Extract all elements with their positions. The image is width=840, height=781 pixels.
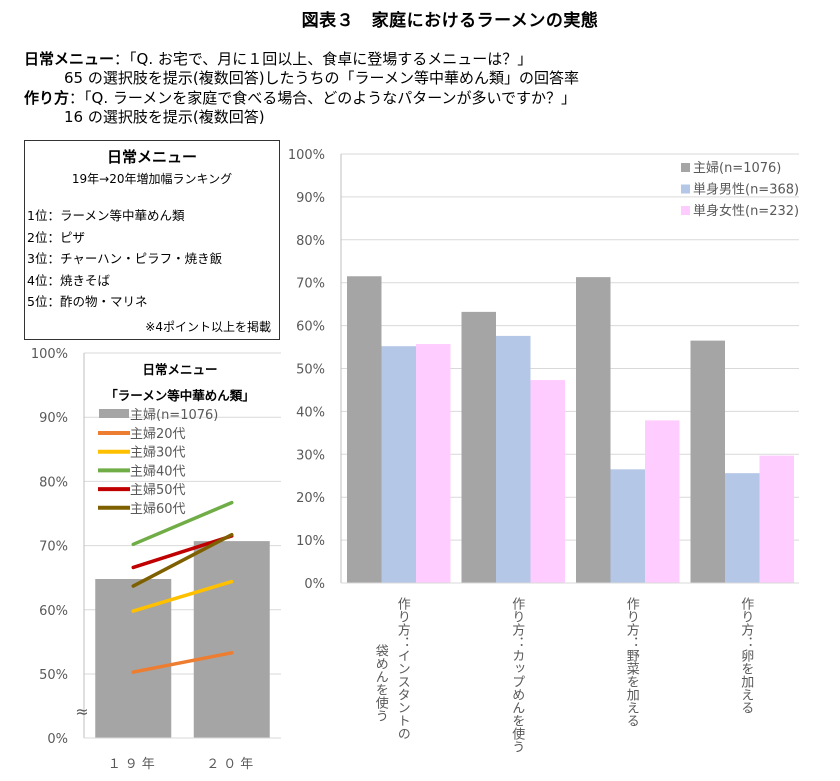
legend-label: 単身男性(n=368) <box>693 182 799 198</box>
x-tick-label: ２０年 <box>206 757 257 772</box>
description-question-method: ：「Q. ラーメンを家庭で食べる場合、どのようなパターンが多いですか？」 <box>69 89 577 107</box>
legend-label: 主婦20代 <box>130 426 186 442</box>
ranking-box: 日常メニュー 19年→20年増加幅ランキング 1位：ラーメン等中華めん類 2位：… <box>24 140 280 340</box>
legend-swatch <box>681 206 690 215</box>
bar-single-female <box>759 455 794 583</box>
x-category-label: 作り方：インスタントの <box>395 597 411 740</box>
ranking-item: 1位：ラーメン等中華めん類 <box>27 208 185 223</box>
ranking-item: 5位：酢の物・マリネ <box>27 294 148 309</box>
y-tick-label: 80% <box>39 475 68 490</box>
series-line <box>131 500 234 547</box>
y-tick-label: 60% <box>39 604 68 619</box>
y-tick-label: 90% <box>39 411 68 426</box>
legend-swatch <box>681 184 690 194</box>
y-tick-label: 80% <box>296 234 325 249</box>
description-line-1: 日常メニュー：「Q. お宅で、月に１回以上、食卓に登場するメニューは？」 <box>24 49 532 69</box>
x-category-label: 作り方：卵を加える <box>738 597 754 714</box>
ranking-title: 日常メニュー <box>106 148 197 166</box>
ranking-item: 2位：ピザ <box>27 229 85 245</box>
legend-label: 主婦40代 <box>130 463 186 479</box>
bar-single-male <box>381 346 416 583</box>
description-question-daily-menu: ：「Q. お宅で、月に１回以上、食卓に登場するメニューは？」 <box>114 50 533 68</box>
ranking-subtitle: 19年→20年増加幅ランキング <box>71 172 233 186</box>
x-category-label: 作り方：野菜を加える <box>624 597 640 727</box>
legend-label: 単身女性(n=232) <box>693 203 799 219</box>
y-tick-label: 90% <box>296 191 325 206</box>
y-tick-label: 0% <box>304 577 325 592</box>
series-line <box>131 651 234 674</box>
description-label-method: 作り方 <box>24 89 70 107</box>
legend-label: 主婦(n=1076) <box>130 407 218 423</box>
description-line-2: 65 の選択肢を提示(複数回答)したうちの「ラーメン等中華めん類」の回答率 <box>64 69 579 87</box>
y-tick-label: 70% <box>296 277 325 292</box>
description-label-daily-menu: 日常メニュー <box>24 50 115 68</box>
bar-single-male <box>610 469 645 583</box>
bar-single-male <box>496 335 531 583</box>
legend-label: 主婦50代 <box>130 482 186 498</box>
legend-swatch <box>681 163 690 172</box>
ranking-note: ※4ポイント以上を掲載 <box>145 320 271 334</box>
legend-label: 主婦(n=1076) <box>693 160 781 176</box>
ranking-list: 1位：ラーメン等中華めん類 2位：ピザ 3位：チャーハン・ピラフ・焼き飯 4位：… <box>25 205 279 313</box>
series-line <box>131 579 234 613</box>
x-tick-label: １９年 <box>108 757 159 772</box>
left-chart-title-line2: 「ラーメン等中華めん類」 <box>105 388 255 403</box>
y-tick-label: 30% <box>296 448 325 463</box>
y-tick-label: 40% <box>296 405 325 420</box>
x-category-label: 袋めんを使う <box>373 644 389 722</box>
series-line <box>131 532 234 588</box>
bar-single-male <box>725 473 760 583</box>
y-tick-label: 50% <box>296 363 325 378</box>
left-chart-title-line1: 日常メニュー <box>142 362 217 377</box>
description-line-3: 作り方：「Q. ラーメンを家庭で食べる場合、どのようなパターンが多いですか？」 <box>24 88 576 108</box>
y-tick-label: 0% <box>47 732 68 747</box>
bar-housewife <box>347 276 382 583</box>
axis-break-symbol: ≈ <box>75 702 88 721</box>
y-tick-label: 50% <box>39 668 68 683</box>
y-tick-label: 10% <box>296 534 325 549</box>
ranking-item: 3位：チャーハン・ピラフ・焼き飯 <box>27 251 223 266</box>
x-category-label: 作り方：カップめんを使う <box>509 597 525 753</box>
bar-housewife <box>193 541 270 738</box>
figure-title: 図表３ 家庭におけるラーメンの実態 <box>301 11 599 31</box>
y-tick-label: 20% <box>296 491 325 506</box>
legend-swatch-housewife <box>99 409 129 418</box>
ranking-item: 4位：焼きそば <box>27 272 110 288</box>
y-tick-label: 100% <box>31 347 68 362</box>
series-line <box>131 534 234 570</box>
y-tick-label: 70% <box>39 540 68 555</box>
legend-label: 主婦30代 <box>130 445 186 461</box>
y-tick-label: 100% <box>288 148 325 163</box>
legend-label: 主婦60代 <box>130 501 186 517</box>
bar-housewife <box>95 578 172 738</box>
bar-housewife <box>461 311 496 583</box>
bar-single-female <box>645 420 680 583</box>
bar-housewife <box>576 277 611 583</box>
bar-single-female <box>416 344 451 583</box>
bar-housewife <box>690 340 725 583</box>
bar-single-female <box>530 380 565 583</box>
y-tick-label: 60% <box>296 320 325 335</box>
description-line-4: 16 の選択肢を提示(複数回答) <box>64 108 265 126</box>
